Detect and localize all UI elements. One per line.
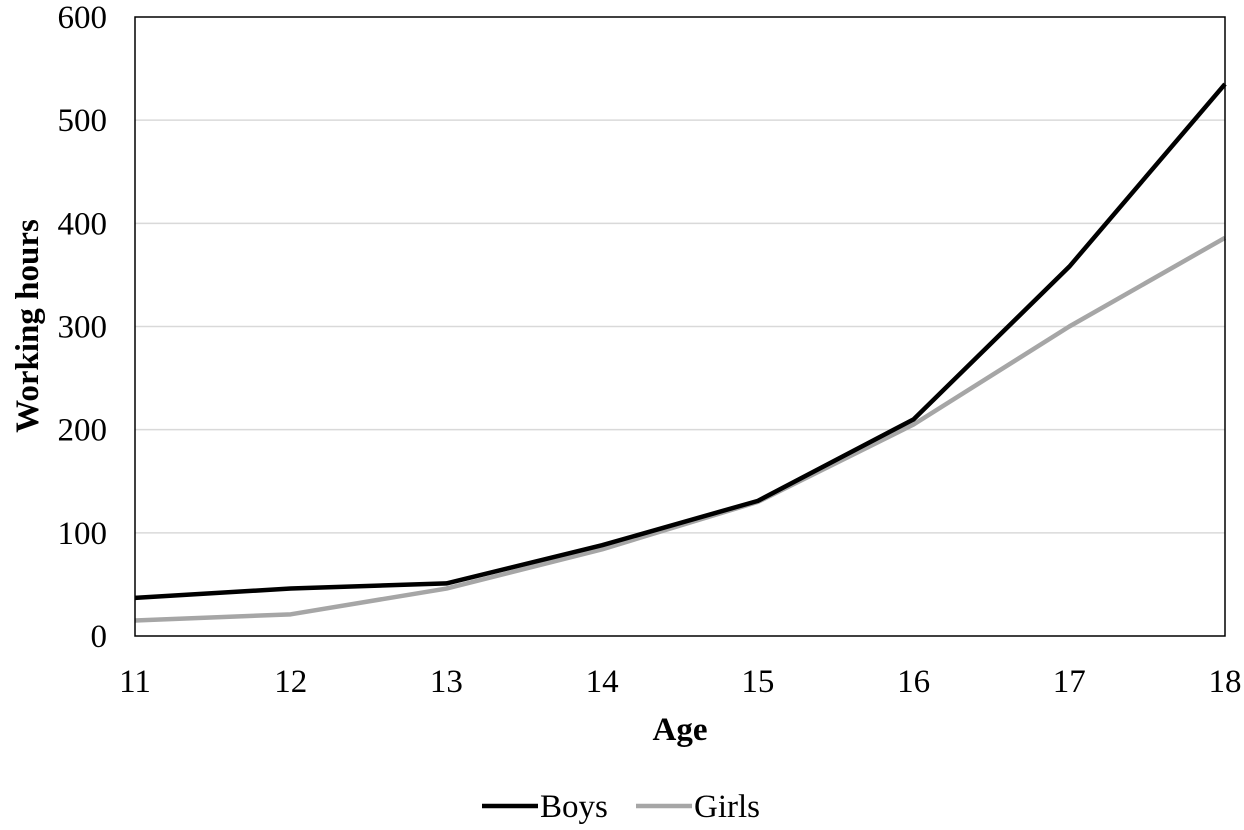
y-tick-label: 600 xyxy=(58,0,108,36)
y-tick-label: 500 xyxy=(58,103,108,139)
y-tick-label: 200 xyxy=(58,413,108,449)
legend: Boys Girls xyxy=(482,789,760,825)
x-axis-title: Age xyxy=(653,712,708,748)
legend-label-boys: Boys xyxy=(540,789,608,825)
x-tick-label: 16 xyxy=(897,664,930,700)
series-line-girls xyxy=(134,235,1227,623)
legend-label-girls: Girls xyxy=(694,789,760,825)
x-tick-label: 13 xyxy=(430,664,463,700)
x-tick-label: 14 xyxy=(586,664,619,700)
x-tick-label: 11 xyxy=(119,664,151,700)
y-tick-label: 0 xyxy=(91,619,108,655)
y-tick-label: 300 xyxy=(58,310,108,346)
x-tick-label: 15 xyxy=(741,664,774,700)
y-axis-ticks: 0 100 200 300 400 500 600 xyxy=(58,0,108,655)
series-line-boys xyxy=(134,82,1227,601)
plot-area-frame xyxy=(134,16,1226,637)
grid-lines xyxy=(135,119,1225,534)
x-tick-label: 18 xyxy=(1209,664,1242,700)
y-tick-label: 100 xyxy=(58,516,108,552)
x-tick-label: 12 xyxy=(274,664,307,700)
x-axis-ticks: 11 12 13 14 15 16 17 18 xyxy=(119,664,1241,700)
series-lines xyxy=(134,82,1227,623)
y-tick-label: 400 xyxy=(58,206,108,242)
y-axis-title: Working hours xyxy=(10,219,46,433)
x-tick-label: 17 xyxy=(1053,664,1086,700)
